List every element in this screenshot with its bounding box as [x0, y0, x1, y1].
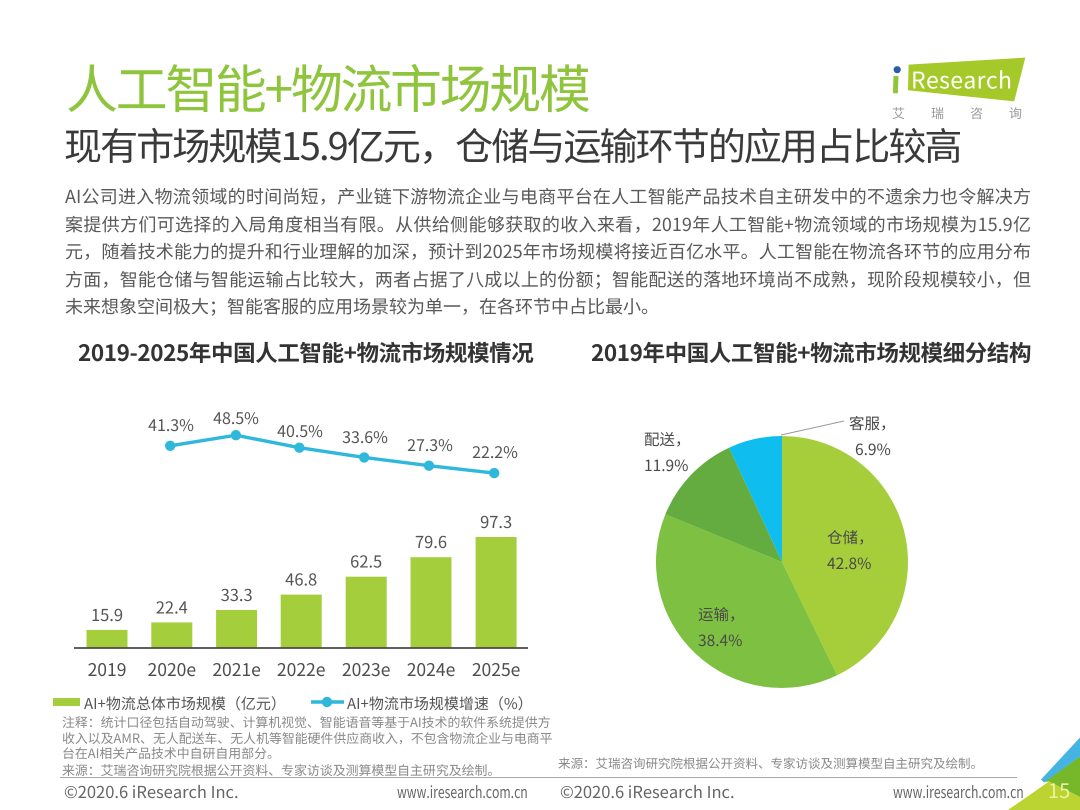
svg-text:48.5%: 48.5% — [213, 405, 259, 429]
svg-text:AI+物流总体市场规模（亿元）: AI+物流总体市场规模（亿元） — [84, 693, 286, 714]
svg-text:41.3%: 41.3% — [148, 412, 194, 436]
svg-text:2019: 2019 — [88, 657, 127, 682]
svg-text:2022e: 2022e — [277, 657, 326, 682]
svg-text:33.6%: 33.6% — [342, 424, 388, 448]
svg-text:15: 15 — [1048, 775, 1070, 804]
svg-text:2020e: 2020e — [148, 657, 197, 682]
svg-text:97.3: 97.3 — [480, 509, 512, 533]
svg-text:22.2%: 22.2% — [472, 439, 518, 463]
svg-text:2024e: 2024e — [407, 657, 456, 682]
svg-text:33.3: 33.3 — [221, 582, 253, 606]
svg-text:15.9: 15.9 — [91, 602, 123, 626]
svg-text:46.8: 46.8 — [285, 567, 317, 591]
svg-text:22.4: 22.4 — [156, 595, 188, 619]
svg-text:2023e: 2023e — [342, 657, 391, 682]
svg-text:40.5%: 40.5% — [277, 418, 323, 442]
svg-text:AI+物流市场规模增速（%）: AI+物流市场规模增速（%） — [347, 693, 533, 714]
svg-text:62.5: 62.5 — [350, 549, 382, 573]
svg-text:79.6: 79.6 — [415, 529, 447, 553]
svg-text:艾瑞咨询: 艾瑞咨询 — [892, 103, 1035, 122]
svg-text:Research: Research — [911, 62, 1012, 96]
svg-text:2021e: 2021e — [212, 657, 261, 682]
svg-text:2025e: 2025e — [472, 657, 521, 682]
svg-text:27.3%: 27.3% — [407, 432, 453, 456]
